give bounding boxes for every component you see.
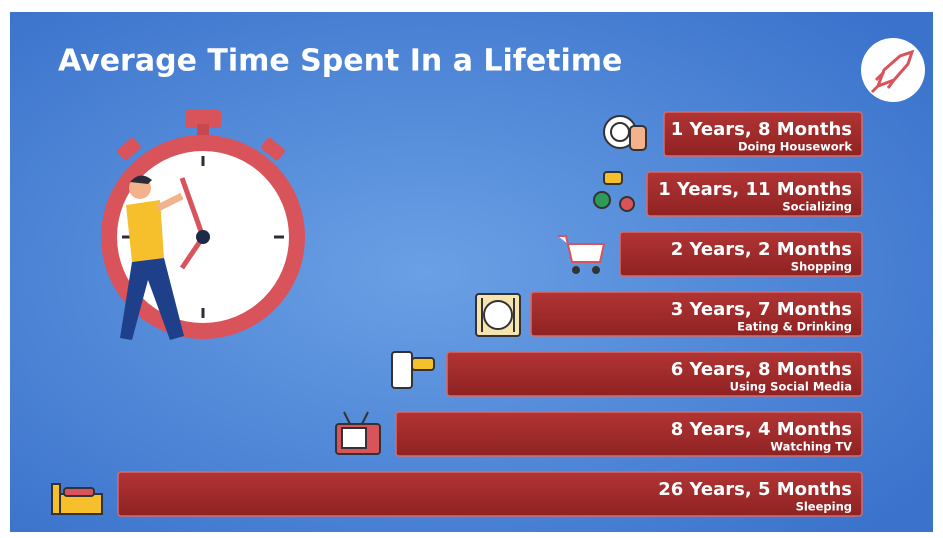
infographic: Average Time Spent In a Lifetime 1 Years… <box>0 0 943 538</box>
activity: Socializing <box>782 200 852 214</box>
activity: Sleeping <box>796 500 852 514</box>
activity: Eating & Drinking <box>737 320 852 334</box>
duration: 8 Years, 4 Months <box>671 419 852 440</box>
activity: Watching TV <box>770 440 852 454</box>
logo <box>861 38 925 102</box>
clock-illustration <box>101 110 305 340</box>
activity: Using Social Media <box>730 380 852 394</box>
duration: 3 Years, 7 Months <box>671 299 852 320</box>
title: Average Time Spent In a Lifetime <box>58 44 622 79</box>
duration: 26 Years, 5 Months <box>658 479 852 500</box>
activity: Shopping <box>791 260 852 274</box>
duration: 1 Years, 11 Months <box>658 179 852 200</box>
duration: 6 Years, 8 Months <box>671 359 852 380</box>
activity: Doing Housework <box>738 140 852 154</box>
duration: 2 Years, 2 Months <box>671 239 852 260</box>
duration: 1 Years, 8 Months <box>671 119 852 140</box>
